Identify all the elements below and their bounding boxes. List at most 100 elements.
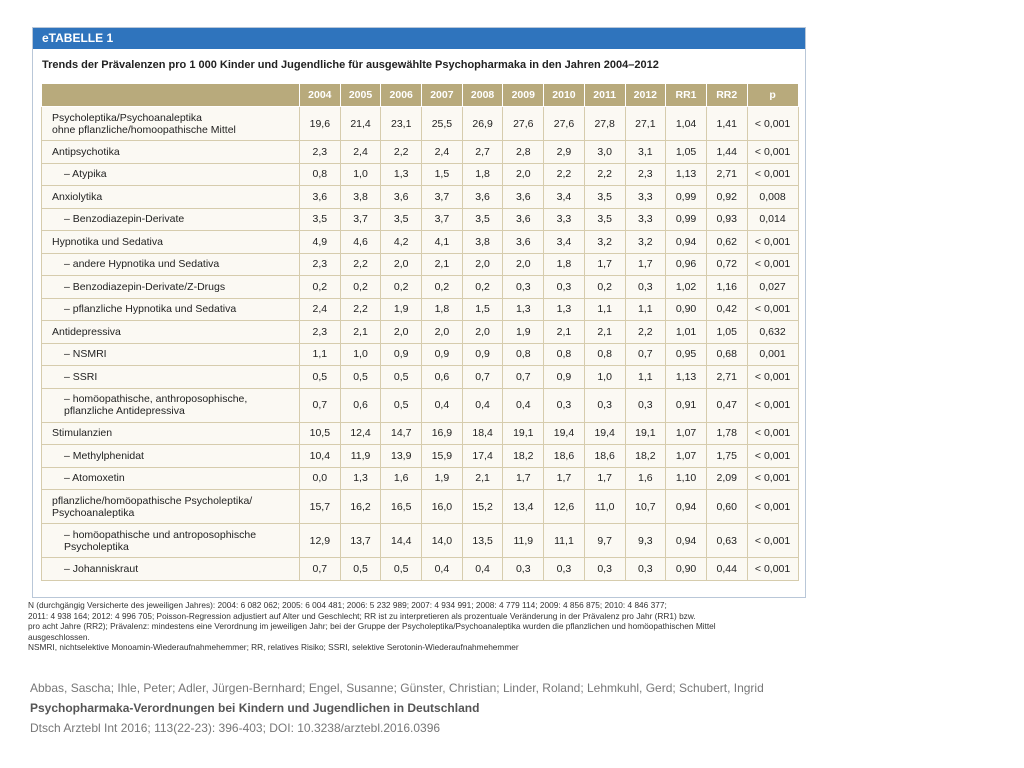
table-cell: 0,2 (583, 275, 626, 299)
table-cell: 16,9 (421, 421, 463, 445)
row-label-line: Stimulanzien (52, 427, 113, 440)
table-cell: 1,8 (461, 162, 504, 186)
table-cell: 11,9 (502, 523, 545, 558)
table-cell: 0,90 (665, 557, 707, 581)
table-cell: 0,3 (543, 275, 585, 299)
table-cell: 2,3 (299, 140, 341, 164)
table-cell: < 0,001 (746, 252, 799, 276)
table-cell: 4,2 (380, 230, 423, 254)
table-cell: 3,8 (461, 230, 504, 254)
table-row: – Atypika 0,8 1,0 1,3 1,5 1,8 2,0 2,2 2,2 2,3 1,13… (41, 162, 799, 186)
table-cell: 0,027 (746, 275, 799, 299)
table-cell: 0,9 (543, 365, 585, 389)
table-cell: 1,6 (380, 466, 423, 490)
table-cell: 2,71 (705, 162, 748, 186)
table-cell: 2,4 (421, 140, 463, 164)
table-cell: 1,5 (461, 297, 504, 321)
table-cell: 0,4 (461, 387, 504, 423)
table-cell: 1,41 (705, 106, 748, 141)
table-cell: 2,1 (421, 252, 463, 276)
column-header: 2005 (339, 83, 382, 107)
table-cell: 3,2 (624, 230, 667, 254)
table-cell: 0,44 (705, 557, 748, 581)
table-cell: 3,3 (624, 207, 667, 231)
table-cell: 16,5 (380, 489, 423, 524)
citation-title: Psychopharmaka-Verordnungen bei Kindern … (30, 701, 480, 715)
table-cell: 0,7 (502, 365, 545, 389)
table-cell: 15,7 (299, 489, 341, 524)
table-cell: 12,9 (299, 523, 341, 558)
table-cell: 3,5 (461, 207, 504, 231)
table-cell: 14,0 (421, 523, 463, 558)
footnotes: N (durchgängig Versicherte des jeweilige… (28, 600, 716, 653)
table-cell: 0,3 (624, 275, 667, 299)
table-cell: 11,1 (543, 523, 585, 558)
table-cell: 0,62 (705, 230, 748, 254)
table-cell: 14,4 (380, 523, 423, 558)
table-cell: 1,04 (665, 106, 707, 141)
citation-source: Dtsch Arztebl Int 2016; 113(22-23): 396-… (30, 721, 441, 735)
table-row: – Benzodiazepin-Derivate/Z-Drugs 0,2 0,2 0,… (41, 275, 799, 299)
table-cell: 16,2 (339, 489, 382, 524)
table-row: – andere Hypnotika und Sedativa 2,3 2,2 2,0… (41, 252, 799, 276)
table-cell: 1,3 (339, 466, 382, 490)
table-cell: 2,1 (461, 466, 504, 490)
table-cell: 0,5 (380, 387, 423, 423)
row-label-line: – andere Hypnotika und Sedativa (64, 258, 220, 271)
table-cell: 1,3 (543, 297, 585, 321)
table-cell: 2,4 (339, 140, 382, 164)
table-cell: 2,7 (461, 140, 504, 164)
table-cell: 0,9 (380, 342, 423, 366)
table-cell: 0,60 (705, 489, 748, 524)
table-cell: 11,9 (339, 444, 382, 468)
citation-authors: Abbas, Sascha; Ihle, Peter; Adler, Jürge… (30, 681, 764, 695)
row-label-line: – homöopathische, anthroposophische, (64, 393, 248, 405)
table-cell: < 0,001 (746, 523, 799, 558)
table-cell: 0,5 (339, 365, 382, 389)
column-header: 2012 (624, 83, 667, 107)
table-cell: 0,3 (502, 275, 545, 299)
table-cell: 0,2 (339, 275, 382, 299)
table-cell: 0,6 (339, 387, 382, 423)
header-row: 2004 2005 2006 2007 2008 2009 2010 2011 2012 RR1 R… (41, 83, 799, 107)
table-cell: 3,8 (339, 185, 382, 209)
table-cell: 2,0 (502, 252, 545, 276)
table-cell: 2,71 (705, 365, 748, 389)
row-label: – Benzodiazepin-Derivate/Z-Drugs (41, 275, 300, 299)
table-cell: 0,014 (746, 207, 799, 231)
row-label-line: ohne pflanzliche/homoopathische Mittel (52, 123, 236, 136)
table-cell: 0,3 (583, 557, 626, 581)
table-cell: 2,0 (380, 252, 423, 276)
row-label: – homöopathische, anthroposophische, pfla… (41, 387, 300, 423)
table-row: pflanzliche/homöopathische Psycholeptika… (41, 489, 799, 524)
table-cell: 2,3 (624, 162, 667, 186)
table-cell: 10,5 (299, 421, 341, 445)
row-label: – homöopathische und antroposophische Psy… (41, 523, 300, 558)
table-cell: < 0,001 (746, 140, 799, 164)
table-cell: < 0,001 (746, 387, 799, 423)
table-cell: 0,90 (665, 297, 707, 321)
table-cell: 0,4 (502, 387, 545, 423)
table-cell: < 0,001 (746, 466, 799, 490)
row-label-line: – pflanzliche Hypnotika und Sedativa (64, 303, 237, 316)
table-cell: 18,4 (461, 421, 504, 445)
row-label-line: – homöopathische und antroposophische (64, 528, 257, 541)
row-label-line: – Methylphenidat (64, 449, 144, 462)
table-cell: 0,2 (380, 275, 423, 299)
table-row: Psycholeptika/Psychoanaleptika ohne pflan… (41, 106, 799, 141)
table-cell: 0,96 (665, 252, 707, 276)
row-label-line: – Atypika (64, 168, 107, 181)
table-cell: 1,0 (339, 342, 382, 366)
row-label: Hypnotika und Sedativa (41, 230, 300, 254)
table-row: – homöopathische, anthroposophische, pfla… (41, 387, 799, 423)
table-cell: 0,63 (705, 523, 748, 558)
table-cell: 1,9 (421, 466, 463, 490)
row-label: pflanzliche/homöopathische Psycholeptika… (41, 489, 300, 524)
table-cell: 1,13 (665, 162, 707, 186)
table-cell: 1,8 (543, 252, 585, 276)
table-row: – pflanzliche Hypnotika und Sedativa 2,4 2… (41, 297, 799, 321)
table-cell: 21,4 (339, 106, 382, 141)
table-cell: 2,2 (380, 140, 423, 164)
table-row: – SSRI 0,5 0,5 0,5 0,6 0,7 0,7 0,9 1,0 1,1 1,13 2,7… (41, 365, 799, 389)
table-cell: 3,6 (502, 230, 545, 254)
